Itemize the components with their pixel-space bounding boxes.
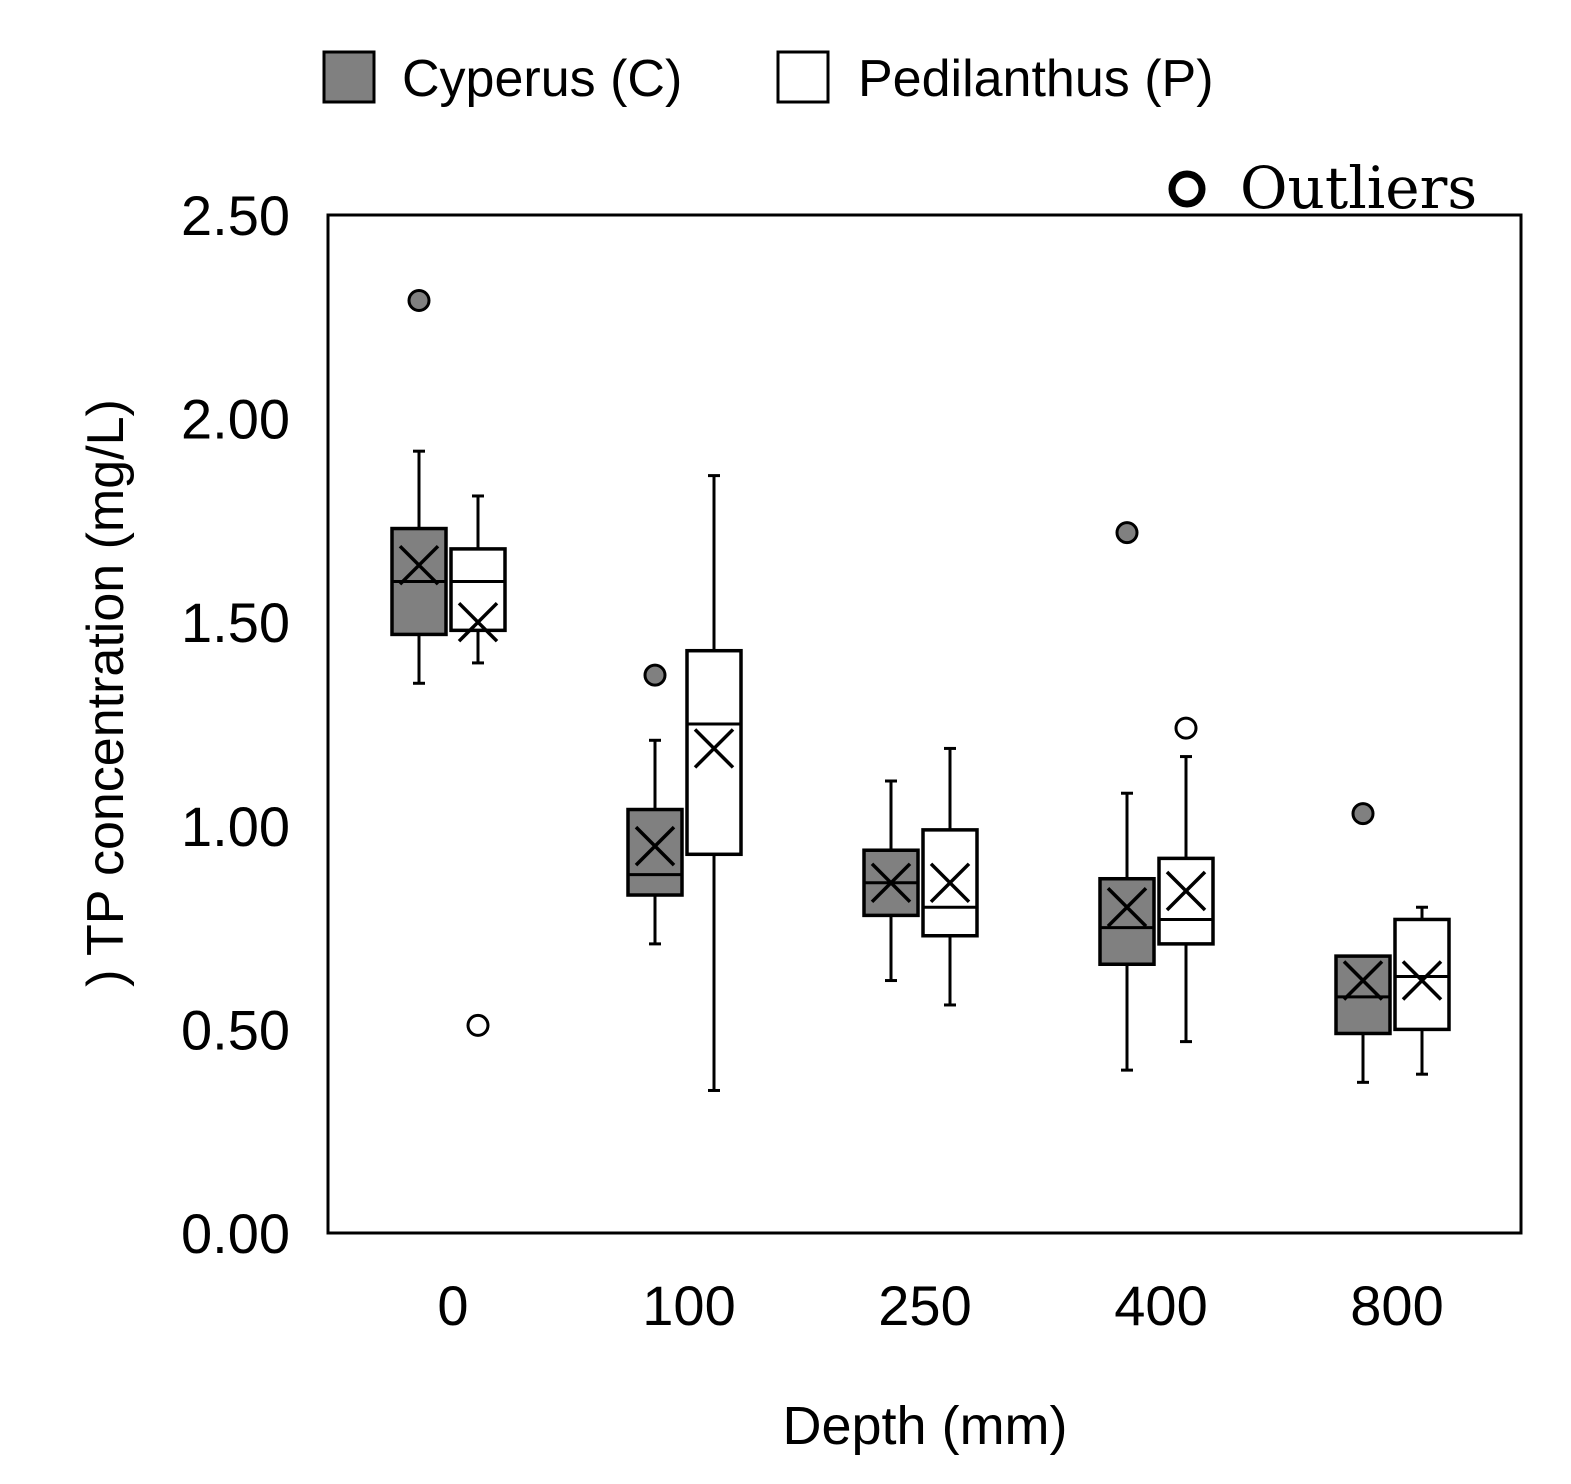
box-group — [449, 494, 507, 1037]
plot-area — [326, 213, 1523, 1235]
legend-label-cyperus: Cyperus (C) — [402, 50, 682, 108]
mean-marker — [398, 544, 440, 586]
y-tick-label: 1.50 — [181, 591, 290, 654]
outlier-point — [466, 1013, 490, 1037]
legend: Cyperus (C) Pedilanthus (P) Outliers — [322, 50, 1477, 222]
box — [1393, 917, 1451, 1032]
box-group — [390, 289, 448, 685]
x-axis-title: Depth (mm) — [782, 1396, 1067, 1456]
box-group — [1098, 521, 1156, 1072]
box — [1098, 876, 1156, 966]
legend-swatch-cyperus — [322, 50, 376, 104]
y-tick-label: 0.50 — [181, 998, 290, 1061]
mean-marker — [870, 862, 912, 904]
box — [685, 648, 743, 857]
mean-marker — [1106, 887, 1148, 928]
mean-marker — [929, 862, 971, 904]
box — [626, 807, 684, 897]
outlier-point — [1351, 802, 1375, 826]
box-group — [626, 663, 684, 946]
outlier-point — [407, 289, 431, 313]
x-axis: 0 100 250 400 800 — [437, 1274, 1443, 1337]
box-group — [1157, 716, 1215, 1044]
box — [449, 547, 507, 633]
box-group — [1393, 905, 1451, 1076]
box-group — [921, 746, 979, 1007]
box-group — [1334, 802, 1392, 1084]
x-tick-label: 0 — [437, 1274, 468, 1337]
mean-marker — [1401, 960, 1443, 1001]
mean-marker — [1165, 870, 1207, 912]
mean-marker — [1342, 960, 1384, 1001]
box-group — [862, 779, 920, 983]
x-tick-label: 800 — [1350, 1274, 1443, 1337]
y-tick-label: 1.00 — [181, 795, 290, 858]
y-tick-label: 2.50 — [181, 184, 290, 247]
outlier-legend-marker — [1168, 170, 1206, 208]
outlier-legend-label: Outliers — [1240, 154, 1477, 222]
legend-label-pedilanthus: Pedilanthus (P) — [858, 50, 1214, 108]
x-tick-label: 400 — [1114, 1274, 1207, 1337]
x-tick-label: 250 — [878, 1274, 971, 1337]
outlier-point — [1115, 521, 1139, 545]
outlier-point — [643, 663, 667, 687]
y-tick-label: 0.00 — [181, 1202, 290, 1265]
y-tick-label: 2.00 — [181, 388, 290, 451]
x-tick-label: 100 — [642, 1274, 735, 1337]
box-group — [685, 474, 743, 1092]
box-series — [390, 289, 1451, 1092]
mean-marker — [693, 728, 735, 769]
outlier-point — [1174, 716, 1198, 740]
y-axis: 0.00 0.50 1.00 1.50 2.00 2.50 — [181, 184, 290, 1265]
box — [1157, 856, 1215, 946]
mean-marker — [457, 601, 499, 643]
mean-marker — [634, 825, 676, 867]
y-axis-title: ) TP concentration (mg/L) — [77, 399, 135, 987]
box — [1334, 954, 1392, 1036]
legend-swatch-pedilanthus — [776, 50, 830, 104]
